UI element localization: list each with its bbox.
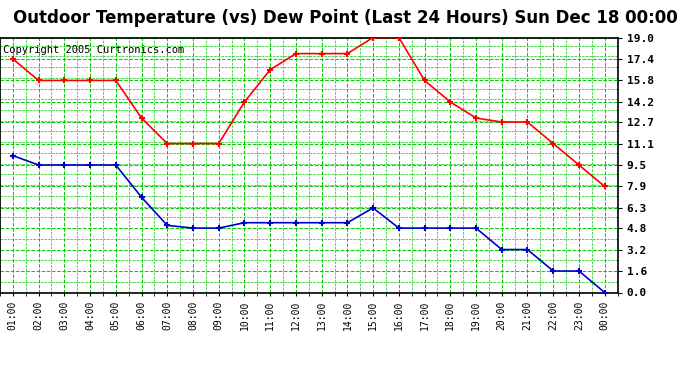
Text: Copyright 2005 Curtronics.com: Copyright 2005 Curtronics.com xyxy=(3,45,184,55)
Text: Outdoor Temperature (vs) Dew Point (Last 24 Hours) Sun Dec 18 00:00: Outdoor Temperature (vs) Dew Point (Last… xyxy=(12,9,678,27)
